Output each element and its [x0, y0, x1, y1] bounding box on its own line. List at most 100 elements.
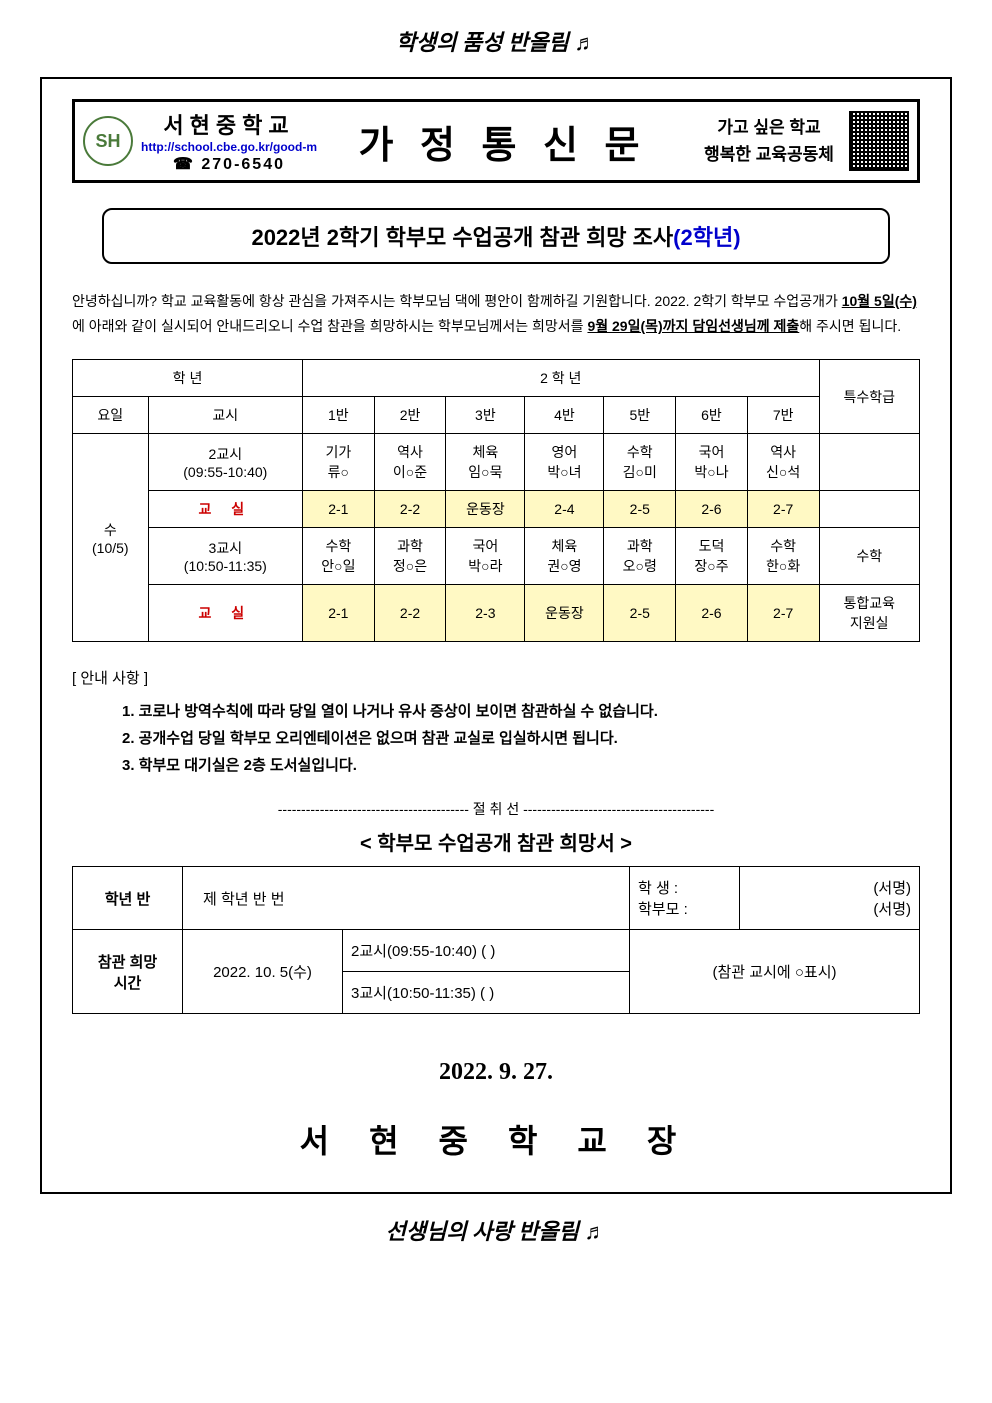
schedule-cell: 2-1 — [303, 491, 375, 528]
schedule-cell: 2-2 — [374, 585, 446, 642]
info-item: 3. 학부모 대기실은 2층 도서실입니다. — [122, 752, 920, 779]
special-class-header: 특수학급 — [819, 360, 920, 434]
schedule-cell: 수학 한○화 — [747, 528, 819, 585]
special-cell: 통합교육 지원실 — [819, 585, 920, 642]
table-header-row: 학 년 2 학 년 특수학급 — [73, 360, 920, 397]
form-title: < 학부모 수업공개 참관 희망서 > — [72, 827, 920, 856]
class-col: 1반 — [303, 397, 375, 434]
schedule-cell: 운동장 — [525, 585, 604, 642]
schedule-cell: 2-5 — [604, 491, 676, 528]
qr-code-icon — [849, 111, 909, 171]
title-banner: 2022년 2학기 학부모 수업공개 참관 희망 조사(2학년) — [102, 208, 890, 264]
day-header: 요일 — [73, 397, 149, 434]
grade-header: 학 년 — [73, 360, 303, 397]
table-row: 교 실2-12-22-3운동장2-52-62-7통합교육 지원실 — [73, 585, 920, 642]
special-cell — [819, 491, 920, 528]
banner-grade: (2학년) — [673, 225, 740, 250]
class-col: 7반 — [747, 397, 819, 434]
period-header: 교시 — [148, 397, 302, 434]
schedule-cell: 2-6 — [676, 585, 748, 642]
schedule-cell: 2-3 — [446, 585, 525, 642]
schedule-cell: 국어 박○라 — [446, 528, 525, 585]
document-page: SH 서현중학교 http://school.cbe.go.kr/good-m … — [40, 77, 952, 1194]
table-row: 3교시 (10:50-11:35)수학 안○일과학 정○은국어 박○라체육 권○… — [73, 528, 920, 585]
schedule-cell: 수학 안○일 — [303, 528, 375, 585]
class-col: 4반 — [525, 397, 604, 434]
bottom-motto: 선생님의 사랑 반올림 ♬ — [0, 1214, 992, 1246]
schedule-cell: 체육 임○묵 — [446, 434, 525, 491]
school-logo-icon: SH — [83, 116, 133, 166]
schedule-cell: 과학 정○은 — [374, 528, 446, 585]
schedule-cell: 영어 박○녀 — [525, 434, 604, 491]
period2: 2교시(09:55-10:40) ( ) — [343, 930, 630, 972]
sub-motto-line2: 행복한 교육공동체 — [689, 141, 849, 168]
day-cell: 수 (10/5) — [73, 434, 149, 642]
class-fields: 제 학년 반 번 — [183, 867, 630, 930]
mark-note: (참관 교시에 ○표시) — [630, 930, 920, 1014]
intro-paragraph: 안녕하십니까? 학교 교육활동에 항상 관심을 가져주시는 학부모님 댁에 평안… — [72, 289, 920, 339]
intro-part-b: 에 아래와 같이 실시되어 안내드리오니 수업 참관을 희망하시는 학부모님께서… — [72, 318, 587, 334]
class-col: 5반 — [604, 397, 676, 434]
schedule-cell: 국어 박○나 — [676, 434, 748, 491]
info-list: 1. 코로나 방역수칙에 따라 당일 열이 나거나 유사 증상이 보이면 참관하… — [72, 698, 920, 779]
time-label: 참관 희망 시간 — [73, 930, 183, 1014]
schedule-cell: 2-1 — [303, 585, 375, 642]
class-label: 학년 반 — [73, 867, 183, 930]
school-info: 서현중학교 http://school.cbe.go.kr/good-m ☎ 2… — [141, 108, 317, 174]
logo-area: SH 서현중학교 http://school.cbe.go.kr/good-m … — [83, 108, 317, 174]
intro-date-bold: 10월 5일(수) — [842, 293, 917, 309]
table-row: 교 실2-12-2운동장2-42-52-62-7 — [73, 491, 920, 528]
info-item: 1. 코로나 방역수칙에 따라 당일 열이 나거나 유사 증상이 보이면 참관하… — [122, 698, 920, 725]
schedule-cell: 체육 권○영 — [525, 528, 604, 585]
info-item: 2. 공개수업 당일 학부모 오리엔테이션은 없으며 참관 교실로 입실하시면 … — [122, 725, 920, 752]
sign-cell: (서명)(서명) — [740, 867, 920, 930]
sub-motto-line1: 가고 싶은 학교 — [689, 114, 849, 141]
schedule-cell: 역사 신○석 — [747, 434, 819, 491]
schedule-cell: 2-6 — [676, 491, 748, 528]
schedule-cell: 2-5 — [604, 585, 676, 642]
info-title: [ 안내 사항 ] — [72, 667, 920, 688]
schedule-cell: 2-4 — [525, 491, 604, 528]
sub-motto: 가고 싶은 학교 행복한 교육공동체 — [689, 114, 849, 168]
schedule-cell: 운동장 — [446, 491, 525, 528]
class-col: 3반 — [446, 397, 525, 434]
schedule-cell: 과학 오○령 — [604, 528, 676, 585]
period-cell: 2교시 (09:55-10:40) — [148, 434, 302, 491]
special-cell — [819, 434, 920, 491]
period-cell: 3교시 (10:50-11:35) — [148, 528, 302, 585]
period-cell: 교 실 — [148, 491, 302, 528]
class-col: 6반 — [676, 397, 748, 434]
student-label: 학 생 :학부모 : — [630, 867, 740, 930]
document-title: 가 정 통 신 문 — [317, 114, 689, 169]
period3: 3교시(10:50-11:35) ( ) — [343, 972, 630, 1014]
banner-text: 2022년 2학기 학부모 수업공개 참관 희망 조사 — [251, 225, 673, 250]
schedule-cell: 2-2 — [374, 491, 446, 528]
intro-part-a: 안녕하십니까? 학교 교육활동에 항상 관심을 가져주시는 학부모님 댁에 평안… — [72, 293, 842, 309]
table-row: 수 (10/5)2교시 (09:55-10:40)기가 류○역사 이○준체육 임… — [73, 434, 920, 491]
schedule-cell: 도덕 장○주 — [676, 528, 748, 585]
info-section: [ 안내 사항 ] 1. 코로나 방역수칙에 따라 당일 열이 나거나 유사 증… — [72, 667, 920, 779]
principal-sign: 서 현 중 학 교 장 — [72, 1116, 920, 1162]
period-cell: 교 실 — [148, 585, 302, 642]
intro-part-c: 해 주시면 됩니다. — [799, 318, 901, 334]
school-name: 서현중학교 — [141, 108, 317, 140]
grade-value: 2 학 년 — [303, 360, 820, 397]
schedule-cell: 기가 류○ — [303, 434, 375, 491]
form-date: 2022. 10. 5(수) — [183, 930, 343, 1014]
schedule-cell: 역사 이○준 — [374, 434, 446, 491]
special-cell: 수학 — [819, 528, 920, 585]
form-row: 학년 반제 학년 반 번학 생 :학부모 :(서명)(서명) — [73, 867, 920, 930]
document-date: 2022. 9. 27. — [72, 1059, 920, 1086]
schedule-cell: 2-7 — [747, 491, 819, 528]
school-url: http://school.cbe.go.kr/good-m — [141, 140, 317, 154]
schedule-cell: 수학 김○미 — [604, 434, 676, 491]
intro-deadline-bold: 9월 29일(목)까지 담임선생님께 제출 — [587, 318, 799, 334]
class-col: 2반 — [374, 397, 446, 434]
top-motto: 학생의 품성 반올림 ♬ — [0, 25, 992, 57]
school-phone: ☎ 270-6540 — [141, 154, 317, 174]
form-table: 학년 반제 학년 반 번학 생 :학부모 :(서명)(서명)참관 희망 시간20… — [72, 866, 920, 1014]
form-row: 참관 희망 시간2022. 10. 5(수)2교시(09:55-10:40) (… — [73, 930, 920, 972]
schedule-table: 학 년 2 학 년 특수학급 요일 교시 1반 2반 3반 4반 5반 6반 7… — [72, 359, 920, 642]
table-subheader-row: 요일 교시 1반 2반 3반 4반 5반 6반 7반 — [73, 397, 920, 434]
cut-line: ----------------------------------------… — [72, 799, 920, 819]
